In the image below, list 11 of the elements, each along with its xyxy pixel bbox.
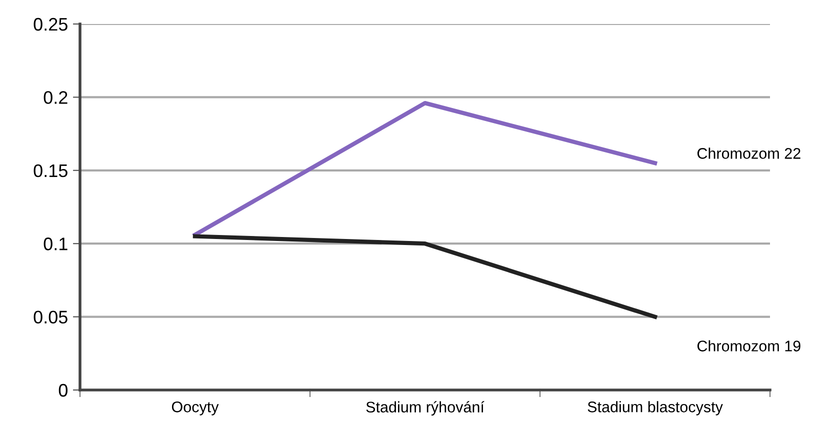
x-tick-label: Oocyty: [172, 402, 219, 416]
y-tick-label: 0: [58, 384, 68, 397]
y-tick-label: 0.1: [44, 238, 68, 250]
y-tick-label: 0.2: [44, 91, 68, 104]
x-tick-label: Stadium blastocysty: [588, 401, 723, 416]
y-tick-label: 0.05: [34, 310, 68, 324]
text: Chromozom 19: [697, 340, 800, 352]
text: Chromozom 22: [697, 148, 800, 159]
y-tick-label: 0.15: [34, 164, 68, 178]
x-tick-label: Stadium rýhování: [366, 401, 484, 416]
y-tick-label: 0.25: [34, 18, 68, 31]
